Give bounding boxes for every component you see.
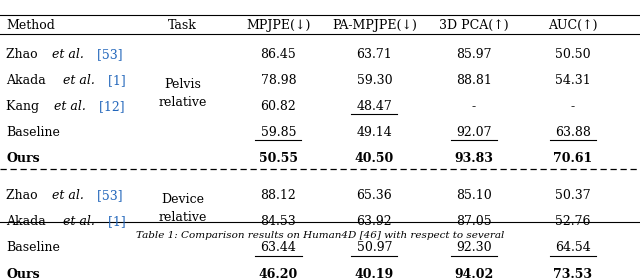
Text: 63.44: 63.44: [260, 241, 296, 254]
Text: 52.76: 52.76: [555, 215, 591, 228]
Text: Task: Task: [168, 19, 197, 32]
Text: 50.55: 50.55: [259, 152, 298, 165]
Text: 54.31: 54.31: [555, 74, 591, 87]
Text: et al.: et al.: [63, 74, 95, 87]
Text: 87.05: 87.05: [456, 215, 492, 228]
Text: Ours: Ours: [6, 152, 40, 165]
Text: 85.10: 85.10: [456, 189, 492, 202]
Text: 60.82: 60.82: [260, 100, 296, 113]
Text: 64.54: 64.54: [555, 241, 591, 254]
Text: 49.14: 49.14: [356, 126, 392, 139]
Text: -: -: [571, 100, 575, 113]
Text: 50.37: 50.37: [555, 189, 591, 202]
Text: 93.83: 93.83: [454, 152, 493, 165]
Text: 59.85: 59.85: [260, 126, 296, 139]
Text: [1]: [1]: [104, 74, 125, 87]
Text: 40.50: 40.50: [355, 152, 394, 165]
Text: Method: Method: [6, 19, 55, 32]
Text: 84.53: 84.53: [260, 215, 296, 228]
Text: 94.02: 94.02: [454, 268, 493, 279]
Text: 70.61: 70.61: [553, 152, 593, 165]
Text: 63.92: 63.92: [356, 215, 392, 228]
Text: 92.07: 92.07: [456, 126, 492, 139]
Text: Table 1: Comparison results on Human4D [46] with respect to several: Table 1: Comparison results on Human4D […: [136, 231, 504, 240]
Text: [12]: [12]: [95, 100, 125, 113]
Text: relative: relative: [158, 211, 207, 224]
Text: 46.20: 46.20: [259, 268, 298, 279]
Text: 92.30: 92.30: [456, 241, 492, 254]
Text: 48.47: 48.47: [356, 100, 392, 113]
Text: Zhao: Zhao: [6, 189, 42, 202]
Text: 65.36: 65.36: [356, 189, 392, 202]
Text: 78.98: 78.98: [260, 74, 296, 87]
Text: 88.12: 88.12: [260, 189, 296, 202]
Text: et al.: et al.: [52, 189, 84, 202]
Text: [53]: [53]: [93, 189, 123, 202]
Text: PA-MPJPE(↓): PA-MPJPE(↓): [332, 19, 417, 32]
Text: 63.88: 63.88: [555, 126, 591, 139]
Text: [1]: [1]: [104, 215, 125, 228]
Text: et al.: et al.: [52, 48, 84, 61]
Text: MPJPE(↓): MPJPE(↓): [246, 19, 310, 32]
Text: Pelvis: Pelvis: [164, 78, 201, 91]
Text: 86.45: 86.45: [260, 48, 296, 61]
Text: 85.97: 85.97: [456, 48, 492, 61]
Text: et al.: et al.: [54, 100, 86, 113]
Text: 50.50: 50.50: [555, 48, 591, 61]
Text: et al.: et al.: [63, 215, 95, 228]
Text: Akada: Akada: [6, 74, 50, 87]
Text: Kang: Kang: [6, 100, 44, 113]
Text: 63.71: 63.71: [356, 48, 392, 61]
Text: 40.19: 40.19: [355, 268, 394, 279]
Text: AUC(↑): AUC(↑): [548, 19, 598, 32]
Text: Akada: Akada: [6, 215, 50, 228]
Text: 73.53: 73.53: [554, 268, 592, 279]
Text: Baseline: Baseline: [6, 241, 60, 254]
Text: Baseline: Baseline: [6, 126, 60, 139]
Text: 50.97: 50.97: [356, 241, 392, 254]
Text: 3D PCA(↑): 3D PCA(↑): [439, 19, 508, 32]
Text: 59.30: 59.30: [356, 74, 392, 87]
Text: Device: Device: [161, 193, 204, 206]
Text: -: -: [472, 100, 476, 113]
Text: 88.81: 88.81: [456, 74, 492, 87]
Text: Zhao: Zhao: [6, 48, 42, 61]
Text: relative: relative: [158, 96, 207, 109]
Text: [53]: [53]: [93, 48, 123, 61]
Text: Ours: Ours: [6, 268, 40, 279]
